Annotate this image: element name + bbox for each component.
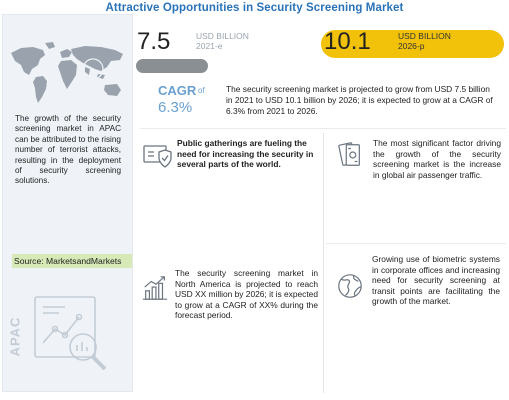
- insight-public-gatherings: Public gatherings are fueling the need f…: [177, 138, 314, 170]
- cagr-label: CAGR: [158, 83, 197, 98]
- cagr-value: 6.3%: [158, 99, 193, 116]
- world-map-icon: [11, 42, 123, 103]
- growth-chart-icon: [142, 276, 168, 300]
- cagr-of: of: [198, 86, 205, 95]
- value-2026: 10.1: [324, 28, 371, 55]
- page-title: Attractive Opportunities in Security Scr…: [105, 2, 404, 14]
- globe-icon: [338, 274, 362, 298]
- value-2021: 7.5: [137, 28, 171, 55]
- insight-air-passenger-traffic: The most significant factor driving the …: [373, 138, 501, 180]
- sidebar-panel: The growth of the security screening mar…: [2, 14, 133, 392]
- divider-right: [326, 243, 506, 244]
- bar-2021: [136, 59, 208, 73]
- unit-2026: USD BILLION 2026-p: [398, 31, 451, 51]
- insight-north-america: The security screening market in North A…: [175, 268, 318, 321]
- money-bills-icon: [338, 142, 360, 166]
- unit-2021: USD BILLION 2021-e: [196, 31, 249, 51]
- sidebar-description: The growth of the security screening mar…: [15, 114, 121, 186]
- source-badge: Source: MarketsandMarkets: [12, 254, 132, 268]
- shield-security-icon: [143, 145, 172, 168]
- analytics-magnifier-icon: [34, 296, 107, 371]
- bar-2026: [321, 30, 504, 58]
- divider-top: [140, 128, 506, 129]
- divider-vertical: [323, 133, 324, 393]
- cagr-description: The security screening market is project…: [226, 84, 493, 116]
- insight-biometric-systems: Growing use of biometric systems in corp…: [372, 254, 500, 307]
- region-label: APAC: [7, 316, 23, 357]
